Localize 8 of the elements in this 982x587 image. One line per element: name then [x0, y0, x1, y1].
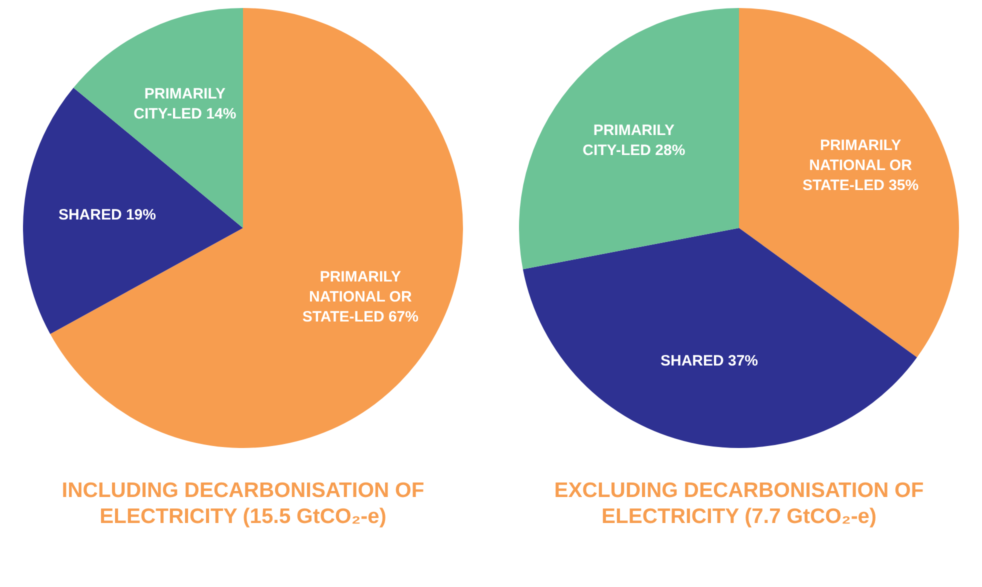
slice-label: PRIMARILY CITY-LED 14%: [134, 86, 236, 123]
text: EXCLUDING DECARBONISATION OF ELECTRICITY (7.7 GtCO₂-e): [553, 478, 925, 530]
slice-label: SHARED 37%: [660, 352, 758, 370]
slice-label: PRIMARILY CITY-LED 28%: [582, 122, 686, 160]
slice-label: PRIMARILY NATIONAL OR STATE-LED 35%: [802, 137, 919, 194]
slice-label: PRIMARILY NATIONAL OR STATE-LED 67%: [302, 268, 418, 326]
slice-label: SHARED 19%: [58, 206, 156, 224]
text: INCLUDING DECARBONISATION OF ELECTRICITY (15.5 GtCO₂-e): [60, 478, 426, 530]
